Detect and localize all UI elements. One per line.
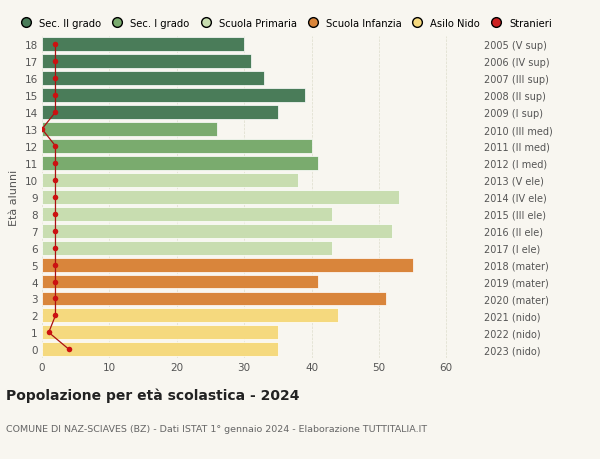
- Point: [50, 75, 60, 83]
- Bar: [42, 342, 278, 357]
- Legend: Sec. II grado, Sec. I grado, Scuola Primaria, Scuola Infanzia, Asilo Nido, Stran: Sec. II grado, Sec. I grado, Scuola Prim…: [16, 18, 552, 28]
- Bar: [42, 309, 338, 323]
- Bar: [42, 292, 386, 306]
- Bar: [42, 55, 251, 69]
- Point: [50, 295, 60, 302]
- Bar: [42, 275, 318, 289]
- Point: [44, 329, 53, 336]
- Point: [50, 41, 60, 49]
- Point: [50, 261, 60, 269]
- Text: COMUNE DI NAZ-SCIAVES (BZ) - Dati ISTAT 1° gennaio 2024 - Elaborazione TUTTITALI: COMUNE DI NAZ-SCIAVES (BZ) - Dati ISTAT …: [6, 425, 427, 434]
- Bar: [42, 174, 298, 187]
- Point: [50, 160, 60, 167]
- Point: [50, 245, 60, 252]
- Bar: [42, 157, 318, 170]
- Bar: [42, 207, 332, 221]
- Point: [50, 278, 60, 285]
- Text: Popolazione per età scolastica - 2024: Popolazione per età scolastica - 2024: [6, 388, 299, 403]
- Bar: [42, 89, 305, 103]
- Bar: [42, 190, 399, 204]
- Point: [64, 346, 74, 353]
- Point: [50, 58, 60, 66]
- Point: [50, 143, 60, 150]
- Point: [50, 194, 60, 201]
- Point: [50, 109, 60, 117]
- Point: [37, 126, 47, 134]
- Bar: [42, 123, 217, 137]
- Bar: [42, 241, 332, 255]
- Point: [50, 312, 60, 319]
- Point: [50, 211, 60, 218]
- Bar: [42, 224, 392, 238]
- Bar: [42, 326, 278, 340]
- Point: [50, 177, 60, 184]
- Point: [50, 228, 60, 235]
- Y-axis label: Età alunni: Età alunni: [9, 169, 19, 225]
- Bar: [42, 38, 244, 52]
- Point: [50, 92, 60, 100]
- Bar: [42, 140, 311, 154]
- Bar: [42, 72, 265, 86]
- Bar: [42, 258, 413, 272]
- Bar: [42, 106, 278, 120]
